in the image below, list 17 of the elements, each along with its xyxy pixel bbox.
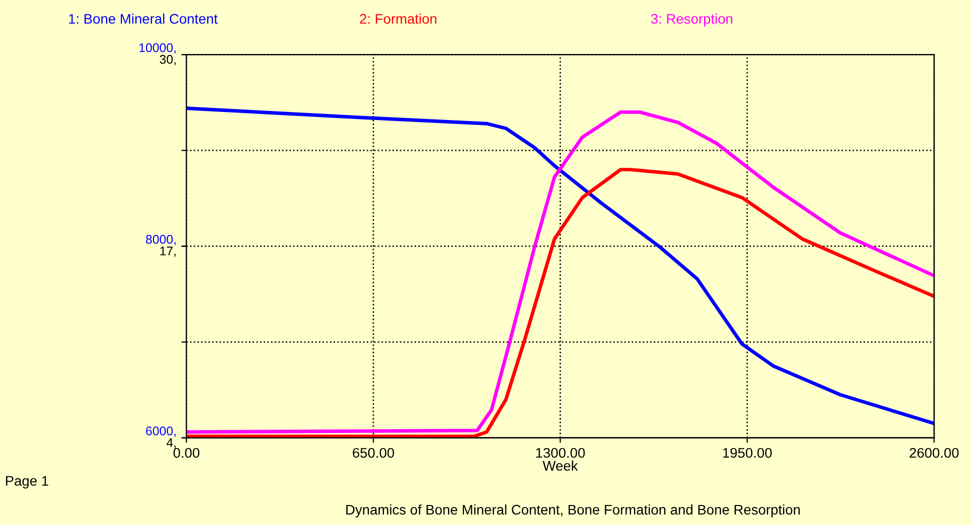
- x-tick-label: 1300.00: [536, 448, 585, 458]
- text: Page 1: [6, 476, 48, 489]
- y-tick-label: 6000,: [146, 426, 176, 437]
- x-tick-label: 2600.00: [910, 448, 959, 458]
- y-tick-label: 8000,: [146, 234, 176, 246]
- x-tick-label: 0.00: [173, 448, 200, 458]
- y-tick-label: 10000,: [139, 43, 176, 54]
- text: 3: Resorption: [651, 14, 732, 27]
- y2-tick-label: 30,: [160, 54, 176, 66]
- y2-tick-label: 17,: [160, 246, 176, 257]
- x-tick-label: 1950.00: [723, 448, 772, 458]
- text: 1: Bone Mineral Content: [69, 14, 218, 24]
- y2-tick-label: 4,: [166, 438, 176, 449]
- text: 2: Formation: [360, 14, 436, 24]
- text: Dynamics of Bone Mineral Content, Bone Formation and Bone Resorption: [346, 504, 800, 518]
- x-tick-label: 650.00: [352, 448, 394, 458]
- x-axis-title: Week: [542, 460, 578, 471]
